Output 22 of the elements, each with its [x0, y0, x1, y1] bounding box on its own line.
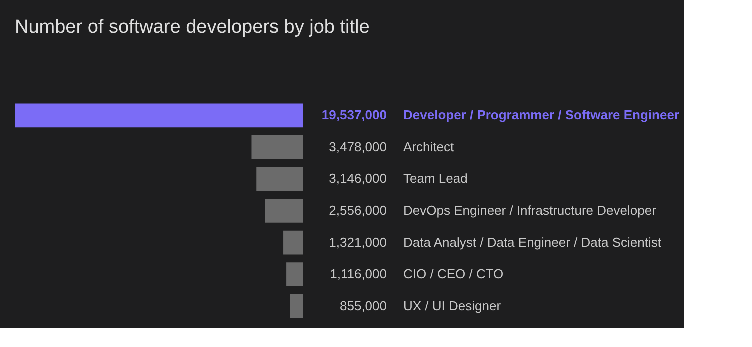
y-tick-label: CIO / CEO / CTO — [404, 266, 504, 282]
y-tick-label: Developer / Programmer / Software Engineer — [404, 108, 680, 123]
bar — [290, 294, 303, 318]
y-tick-label: Data Analyst / Data Engineer / Data Scientist — [404, 234, 662, 250]
bar — [256, 167, 303, 192]
chart-title: Number of software developers by job title — [15, 17, 370, 38]
data-label: 3,478,000 — [329, 139, 387, 154]
data-label: 1,321,000 — [329, 234, 387, 250]
data-label: 855,000 — [340, 298, 387, 314]
y-tick-label: DevOps Engineer / Infrastructure Developer — [404, 203, 658, 218]
bar — [284, 230, 303, 255]
bar — [252, 136, 303, 160]
bar — [286, 262, 303, 286]
bar — [265, 199, 303, 223]
data-label: 2,556,000 — [329, 203, 387, 218]
bar — [15, 104, 303, 128]
y-tick-label: Team Lead — [404, 171, 468, 186]
data-label: 19,537,000 — [322, 108, 387, 123]
y-tick-label: Architect — [404, 139, 454, 154]
data-label: 3,146,000 — [329, 171, 387, 186]
y-tick-label: UX / UI Designer — [404, 298, 502, 314]
data-label: 1,116,000 — [330, 266, 387, 282]
